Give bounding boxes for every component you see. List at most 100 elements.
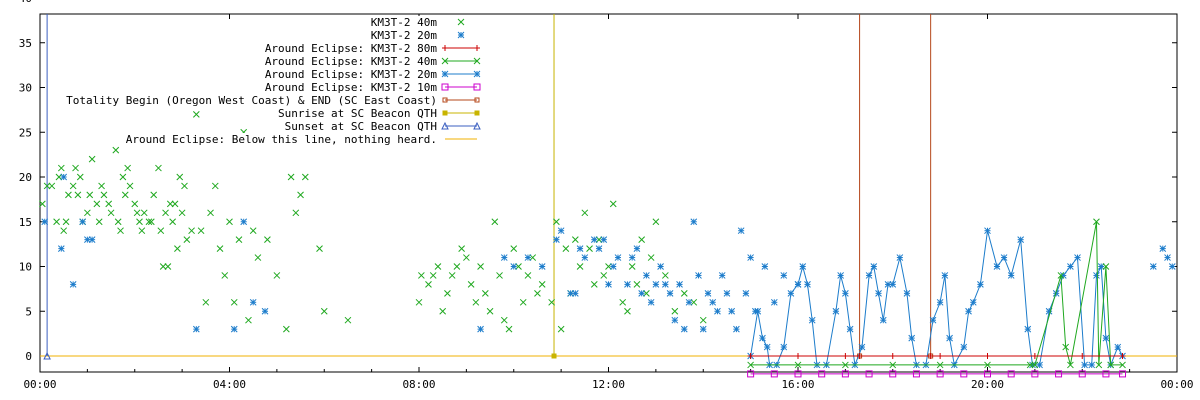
data-point <box>661 281 669 288</box>
data-point-stroke <box>960 370 968 378</box>
data-point-stroke <box>458 245 465 252</box>
data-point <box>761 263 769 270</box>
legend-sample-marker <box>441 70 449 78</box>
data-point-stroke <box>1102 263 1110 270</box>
x-tick-label: 00:00 <box>23 378 56 391</box>
data-point-stroke <box>609 200 617 208</box>
data-point <box>249 298 257 306</box>
data-point-stroke <box>524 272 532 279</box>
data-point <box>519 298 527 306</box>
data-point <box>43 182 51 190</box>
data-point <box>714 307 721 315</box>
data-point <box>1102 334 1110 342</box>
data-point-stroke <box>529 254 537 261</box>
data-point <box>794 361 802 369</box>
data-point <box>467 281 475 288</box>
data-point <box>124 164 131 172</box>
data-point-stroke <box>273 272 281 279</box>
data-point <box>57 164 65 172</box>
data-point-stroke <box>794 370 802 378</box>
data-point <box>181 182 188 190</box>
data-point-stroke <box>652 218 660 226</box>
data-point <box>723 289 731 297</box>
data-point-stroke <box>747 361 754 369</box>
data-point <box>680 289 688 297</box>
data-point-stroke <box>100 191 108 199</box>
data-point <box>62 218 70 226</box>
data-point <box>107 209 115 217</box>
event-marker-stroke <box>551 353 557 359</box>
data-point <box>230 325 238 333</box>
y-tick-label: 25 <box>19 126 32 139</box>
legend-sample-marker-stroke <box>441 83 449 91</box>
data-point <box>903 289 911 297</box>
legend-sample-marker <box>457 18 465 26</box>
data-point-stroke <box>586 245 593 252</box>
data-point <box>477 325 484 333</box>
data-point <box>88 155 96 163</box>
data-point <box>1114 343 1122 351</box>
data-point-stroke <box>500 316 508 324</box>
data-point-stroke <box>519 298 527 306</box>
data-point <box>553 236 560 244</box>
data-point-stroke <box>124 164 131 172</box>
data-point <box>496 272 503 279</box>
legend-sample-marker <box>457 31 465 39</box>
data-point <box>166 200 174 208</box>
legend-sample-marker <box>441 57 449 65</box>
data-point <box>145 218 153 226</box>
data-point <box>1078 370 1086 378</box>
data-point <box>818 370 826 378</box>
data-point-stroke <box>467 281 475 288</box>
x-tick-label: 12:00 <box>592 378 625 391</box>
legend-label: KM3T-2 40m <box>371 16 438 29</box>
data-point-stroke <box>162 209 169 217</box>
data-point <box>131 200 139 208</box>
legend-label-bg <box>282 120 439 132</box>
data-point <box>1057 272 1065 279</box>
data-point <box>292 209 300 217</box>
data-point <box>273 272 281 279</box>
data-point-stroke <box>121 191 129 199</box>
data-point-stroke <box>88 155 96 163</box>
data-point <box>1024 325 1032 333</box>
data-point-stroke <box>1093 218 1100 226</box>
data-point <box>418 272 425 279</box>
data-point <box>889 361 897 369</box>
data-point-stroke <box>264 236 271 244</box>
data-point <box>84 209 91 217</box>
data-point <box>733 325 740 333</box>
data-point-stroke <box>150 191 158 199</box>
data-point <box>690 298 698 306</box>
data-point-stroke <box>1102 370 1110 378</box>
data-point <box>1007 272 1015 279</box>
data-point-stroke <box>936 370 944 378</box>
data-point-stroke <box>638 236 646 244</box>
data-point <box>936 361 944 369</box>
data-point-stroke <box>39 200 46 208</box>
legend-sample-marker-stroke <box>441 121 449 130</box>
data-point <box>245 316 252 324</box>
legend-label-bg <box>368 16 439 28</box>
data-point <box>534 289 541 297</box>
data-point <box>747 353 754 359</box>
data-point <box>98 182 105 190</box>
data-point <box>1102 263 1110 270</box>
data-point <box>1081 361 1088 369</box>
data-point <box>747 370 755 378</box>
data-point <box>842 289 849 297</box>
data-point <box>609 200 617 208</box>
data-point-stroke <box>1119 370 1127 378</box>
data-point-stroke <box>747 370 755 378</box>
data-point <box>609 263 617 270</box>
legend-sample-marker <box>473 83 481 91</box>
data-point-stroke <box>301 173 309 181</box>
data-point-stroke <box>98 182 105 190</box>
data-point <box>763 343 771 351</box>
data-point <box>889 281 897 288</box>
data-point-stroke <box>84 209 91 217</box>
data-point <box>1119 361 1126 369</box>
data-point <box>576 245 584 252</box>
data-point-stroke <box>647 254 655 261</box>
data-point-stroke <box>297 191 304 199</box>
